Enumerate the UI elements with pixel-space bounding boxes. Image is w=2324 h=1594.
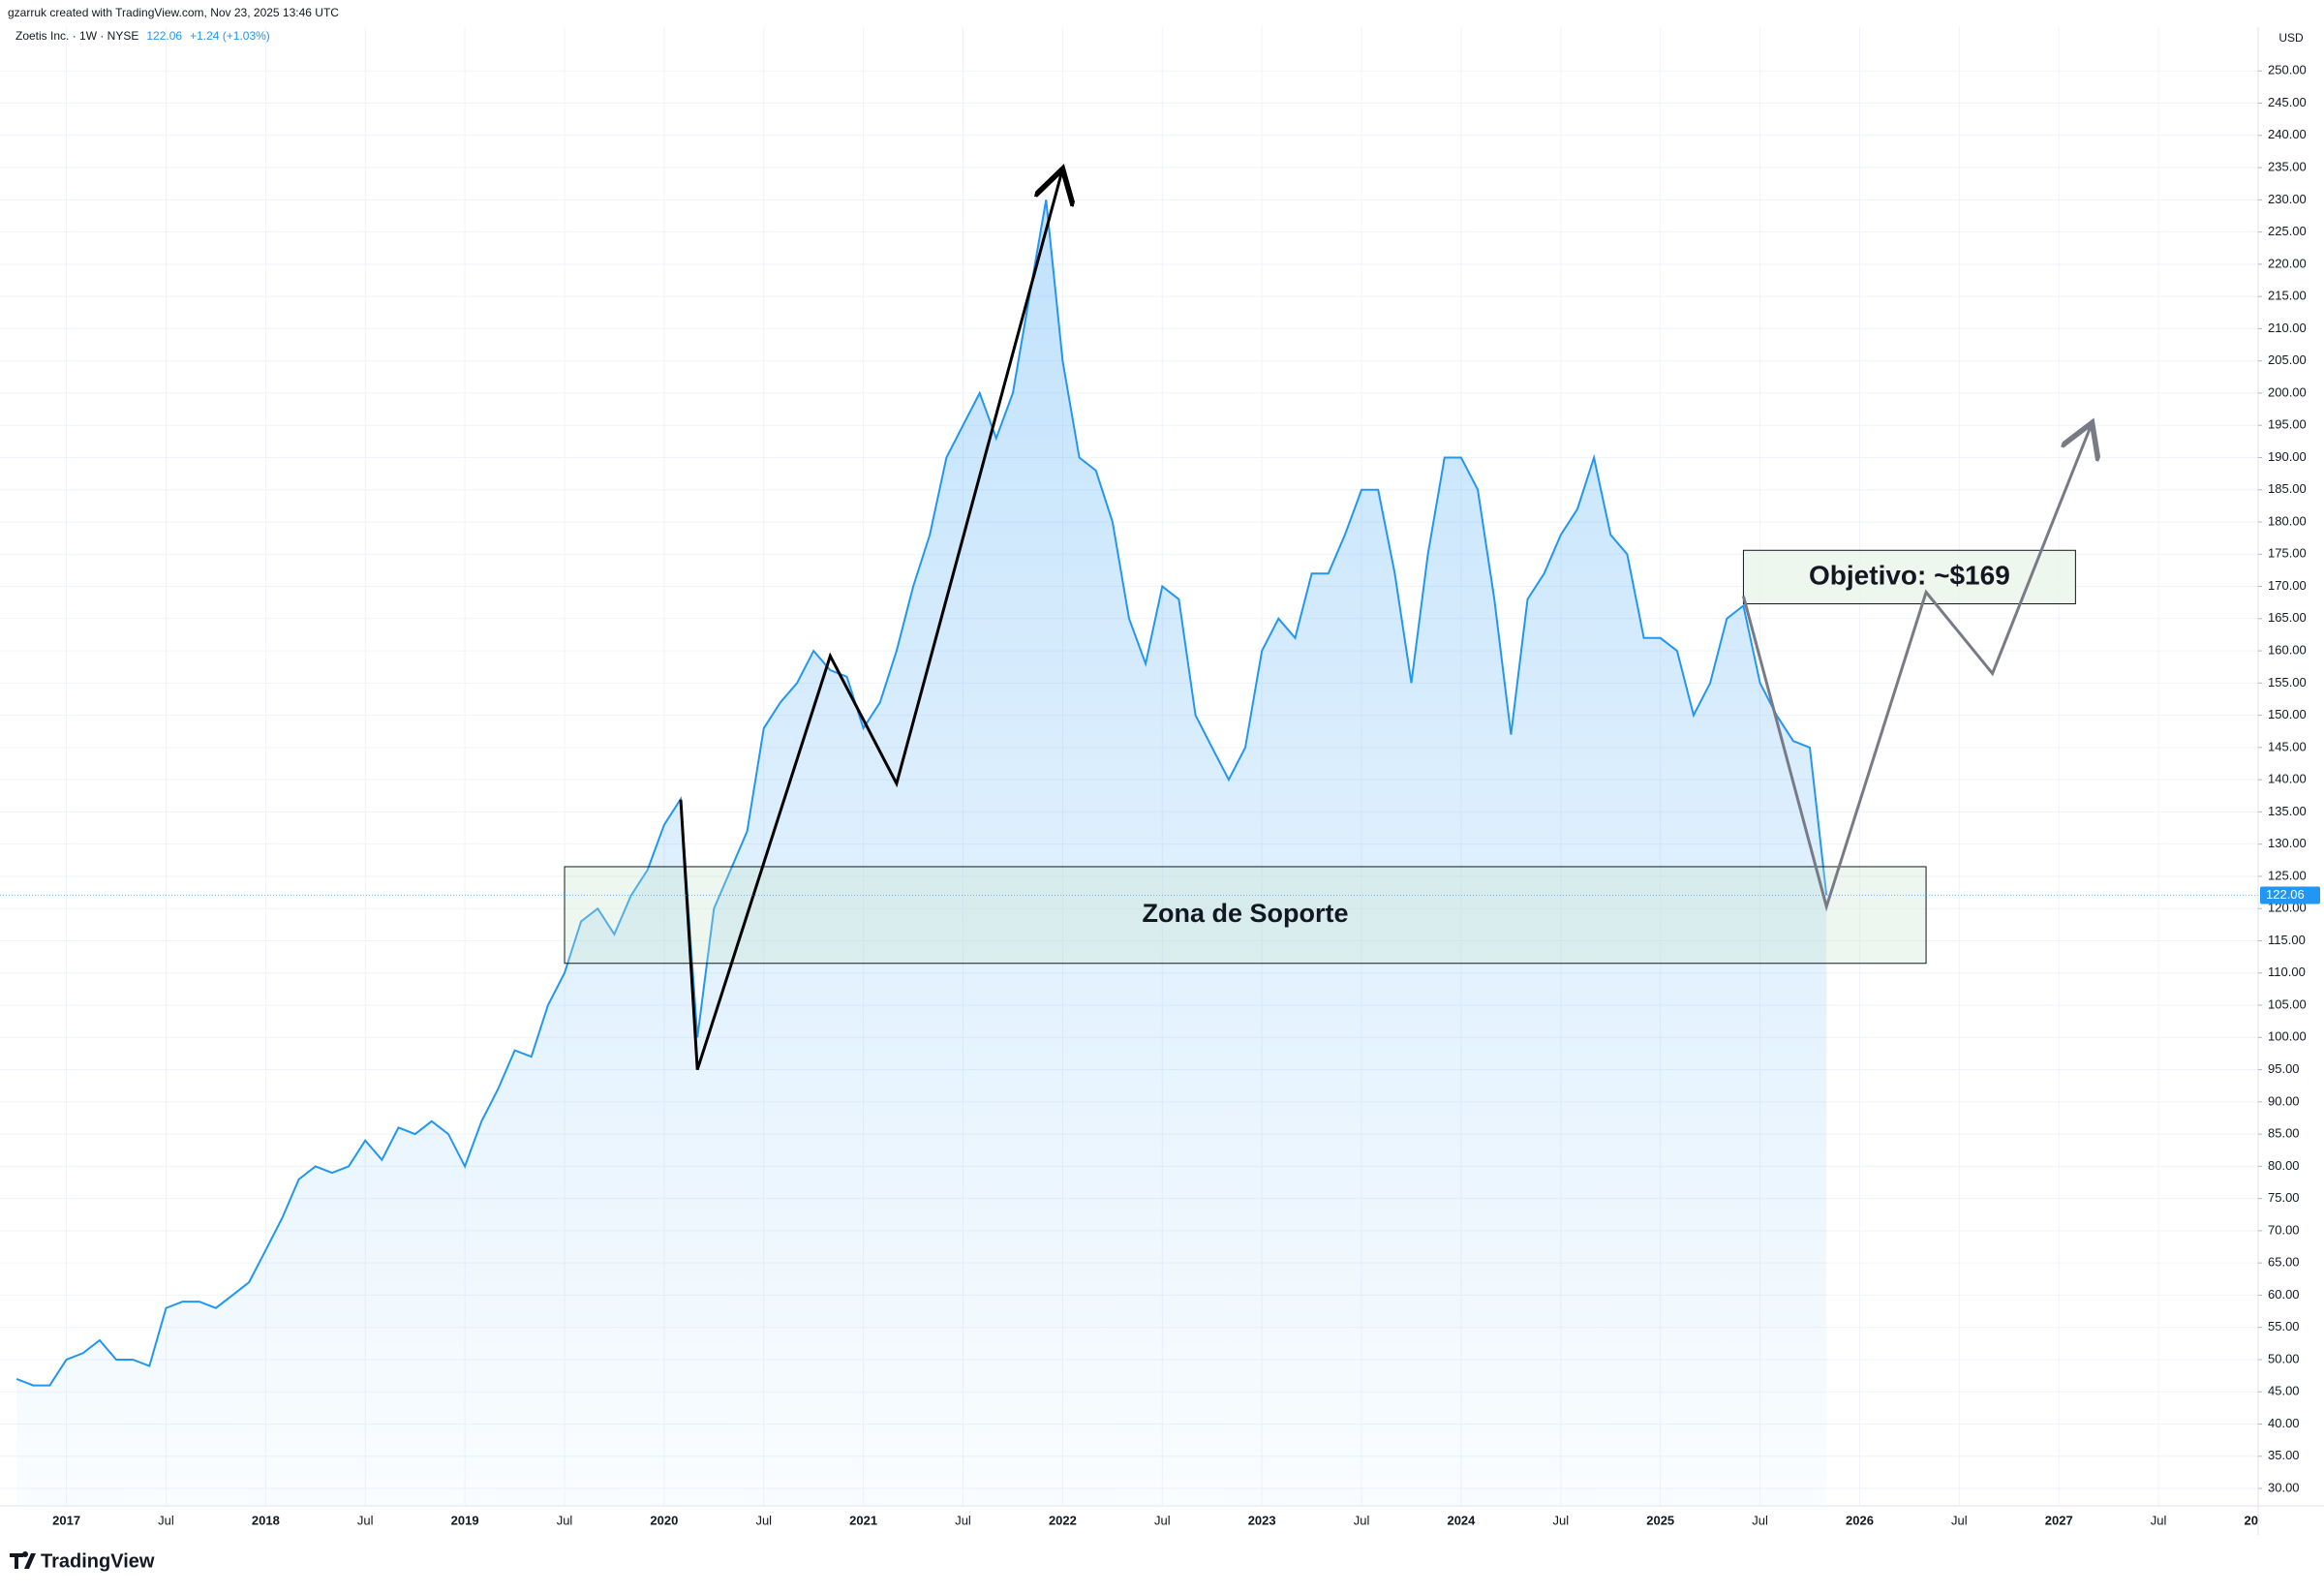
- y-tick-label: 70.00: [2268, 1222, 2300, 1237]
- x-tick-label: Jul: [1951, 1513, 1968, 1527]
- x-tick-label: 2028: [2245, 1513, 2273, 1527]
- y-tick-label: 50.00: [2268, 1351, 2300, 1365]
- y-tick-label: 180.00: [2268, 513, 2307, 528]
- x-tick-label: 2027: [2045, 1513, 2073, 1527]
- y-tick-label: 235.00: [2268, 159, 2307, 173]
- y-tick-label: 160.00: [2268, 643, 2307, 658]
- y-tick-label: 65.00: [2268, 1255, 2300, 1270]
- x-tick-label: 2022: [1049, 1513, 1077, 1527]
- x-axis: 2017 Jul 2018 Jul 2019 Jul 2020 Jul 2021 Jul 2022 J…: [52, 1513, 2273, 1527]
- symbol: Zoetis Inc. · 1W · NYSE: [15, 29, 138, 43]
- y-axis: 30.00 35.00 40.00 45.00 50.00 55.00 60.00 65.00…: [2258, 63, 2320, 1494]
- x-tick-label: Jul: [1354, 1513, 1370, 1527]
- y-tick-label: 225.00: [2268, 224, 2307, 238]
- currency: USD: [2278, 31, 2304, 45]
- y-tick-label: 130.00: [2268, 836, 2307, 850]
- y-tick-label: 205.00: [2268, 353, 2307, 367]
- projection-path: [1741, 423, 2092, 912]
- x-tick-label: Jul: [755, 1513, 772, 1527]
- y-tick-label: 145.00: [2268, 739, 2307, 753]
- y-tick-label: 55.00: [2268, 1319, 2300, 1333]
- y-tick-label: 165.00: [2268, 610, 2307, 625]
- logo-icon: [10, 1551, 36, 1569]
- y-tick-label: 140.00: [2268, 772, 2307, 786]
- y-tick-label: 30.00: [2268, 1480, 2300, 1494]
- support-zone: [564, 866, 1927, 965]
- last-price-tag: [2260, 886, 2320, 904]
- x-tick-label: 2026: [1846, 1513, 1874, 1527]
- plot-area: Zona de Soporte Objetivo: ~$169: [0, 27, 2258, 1506]
- y-tick-label: 135.00: [2268, 804, 2307, 818]
- y-tick-label: 215.00: [2268, 289, 2307, 303]
- y-tick-label: 170.00: [2268, 578, 2307, 593]
- y-tick-label: 80.00: [2268, 1158, 2300, 1173]
- y-tick-label: 240.00: [2268, 127, 2307, 141]
- x-tick-label: Jul: [557, 1513, 573, 1527]
- x-tick-label: 2024: [1447, 1513, 1476, 1527]
- x-tick-label: Jul: [1752, 1513, 1768, 1527]
- x-tick-label: Jul: [1553, 1513, 1570, 1527]
- projection-path: [679, 169, 1062, 1071]
- y-tick-label: 210.00: [2268, 321, 2307, 335]
- x-tick-label: Jul: [955, 1513, 971, 1527]
- y-tick-label: 250.00: [2268, 63, 2307, 77]
- last-price-label: 122.06: [2266, 887, 2305, 902]
- y-tick-label: 175.00: [2268, 546, 2307, 561]
- x-tick-label: Jul: [1154, 1513, 1171, 1527]
- header: Zoetis Inc. · 1W · NYSE 122.06 +1.24 (+1…: [15, 29, 270, 43]
- y-tick-label: 95.00: [2268, 1061, 2300, 1076]
- y-tick-label: 150.00: [2268, 707, 2307, 721]
- support-zone-label: Zona de Soporte: [1143, 899, 1349, 928]
- x-tick-label: Jul: [357, 1513, 374, 1527]
- y-tick-label: 195.00: [2268, 417, 2307, 432]
- y-tick-label: 190.00: [2268, 449, 2307, 464]
- y-tick-label: 230.00: [2268, 192, 2307, 206]
- logo: TradingView: [10, 1550, 155, 1572]
- x-tick-label: 2025: [1646, 1513, 1674, 1527]
- y-tick-label: 85.00: [2268, 1126, 2300, 1141]
- x-tick-label: 2020: [650, 1513, 678, 1527]
- y-tick-label: 40.00: [2268, 1416, 2300, 1430]
- x-tick-label: Jul: [158, 1513, 174, 1527]
- price-line: [15, 199, 1828, 1387]
- x-tick-label: 2023: [1248, 1513, 1276, 1527]
- y-tick-label: 35.00: [2268, 1448, 2300, 1462]
- target-label: Objetivo: ~$169: [1809, 560, 2010, 590]
- x-tick-label: 2021: [849, 1513, 877, 1527]
- y-tick-label: 245.00: [2268, 95, 2307, 109]
- x-tick-label: 2018: [252, 1513, 280, 1527]
- y-tick-label: 105.00: [2268, 996, 2307, 1011]
- y-tick-label: 115.00: [2268, 933, 2306, 947]
- x-tick-label: Jul: [2151, 1513, 2167, 1527]
- y-tick-label: 110.00: [2268, 965, 2306, 979]
- price-change: +1.24 (+1.03%): [190, 29, 270, 43]
- y-tick-label: 185.00: [2268, 481, 2307, 496]
- y-tick-label: 60.00: [2268, 1287, 2300, 1302]
- credit: gzarruk created with TradingView.com, No…: [8, 6, 339, 19]
- brand: TradingView: [41, 1550, 155, 1572]
- y-tick-label: 90.00: [2268, 1093, 2300, 1108]
- x-tick-label: 2017: [52, 1513, 80, 1527]
- x-tick-label: 2019: [451, 1513, 479, 1527]
- y-tick-label: 155.00: [2268, 675, 2307, 690]
- y-tick-label: 100.00: [2268, 1029, 2307, 1044]
- price-area: [16, 199, 1827, 1506]
- y-tick-label: 75.00: [2268, 1190, 2300, 1205]
- target-box: [1742, 549, 2076, 604]
- y-tick-label: 200.00: [2268, 384, 2307, 399]
- y-tick-label: 45.00: [2268, 1384, 2300, 1398]
- y-tick-label: 220.00: [2268, 256, 2307, 270]
- last-price: 122.06: [146, 29, 182, 43]
- y-tick-label: 125.00: [2268, 868, 2307, 882]
